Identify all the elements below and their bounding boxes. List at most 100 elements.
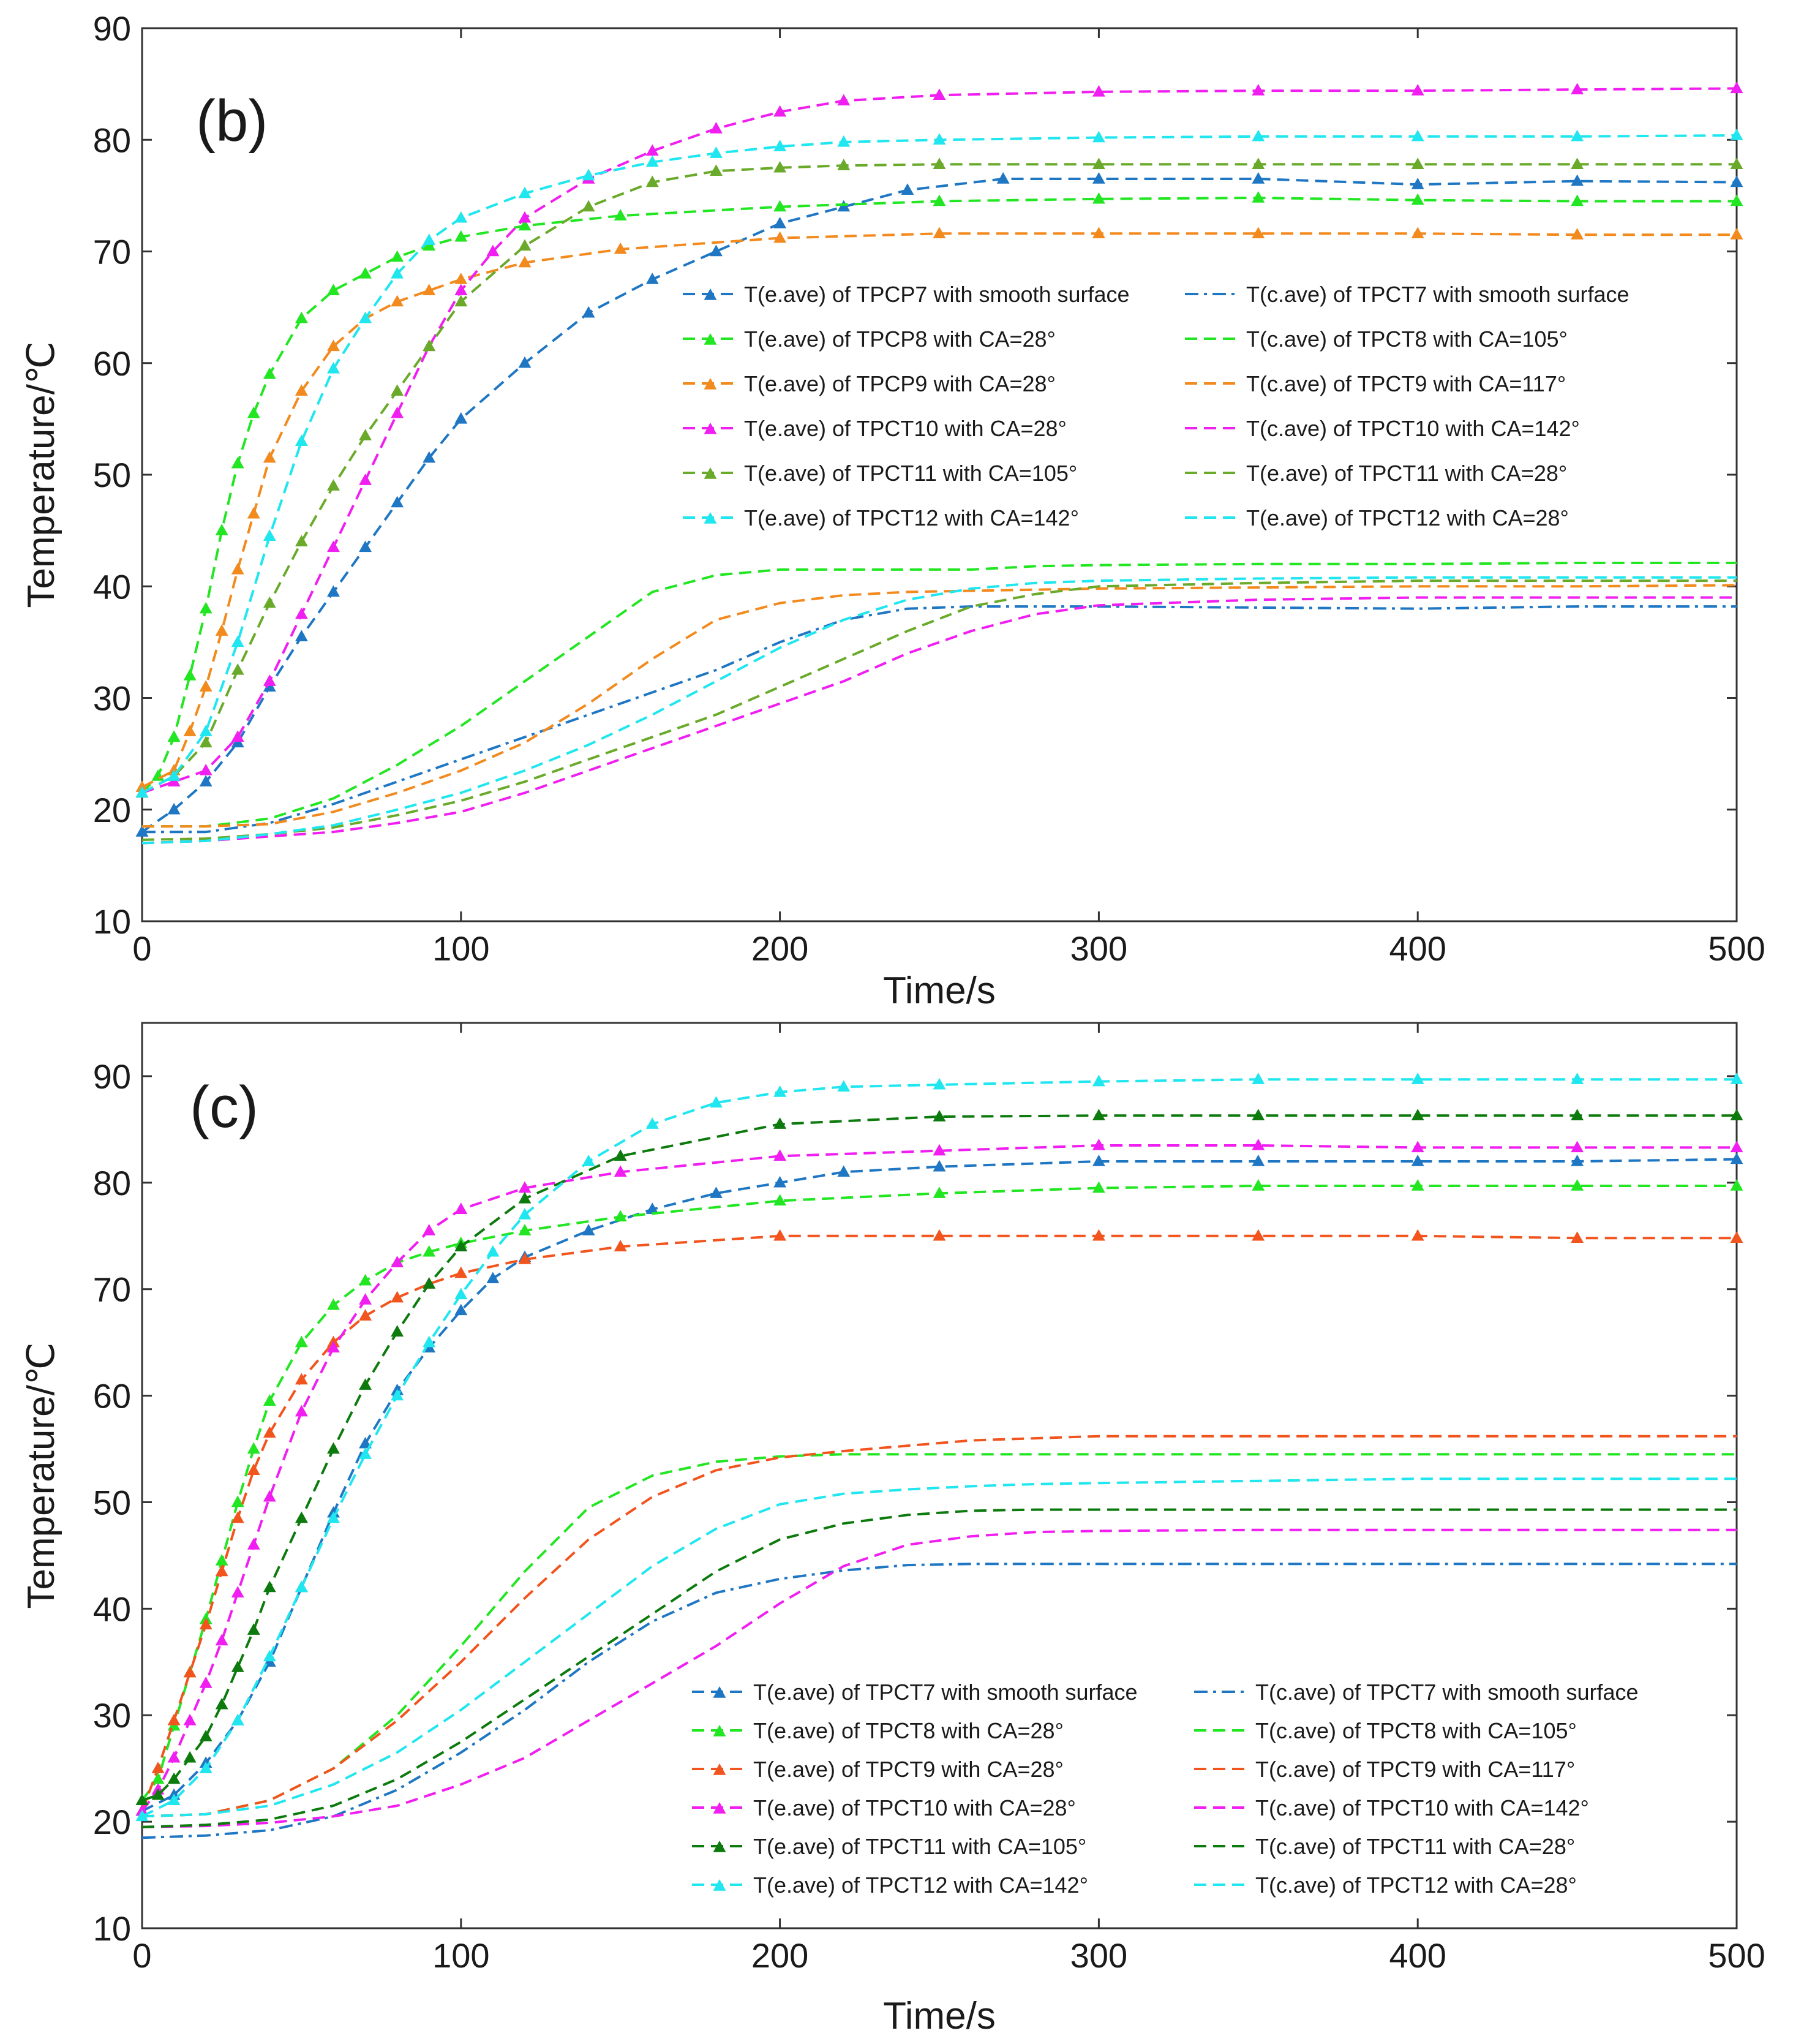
y-tick-label: 80 bbox=[93, 1164, 131, 1202]
data-point bbox=[996, 172, 1010, 184]
data-point bbox=[359, 311, 372, 323]
data-point bbox=[518, 255, 532, 268]
legend-label: T(e.ave) of TPCT12 with CA=142° bbox=[744, 505, 1079, 530]
data-point bbox=[645, 175, 659, 187]
data-point bbox=[327, 540, 340, 552]
x-tick-label: 0 bbox=[132, 1936, 151, 1975]
data-point bbox=[454, 1266, 468, 1278]
data-point bbox=[454, 230, 468, 242]
legend-label: T(c.ave) of TPCT10 with CA=142° bbox=[1255, 1795, 1589, 1820]
y-tick-label: 10 bbox=[93, 902, 131, 941]
data-point bbox=[247, 1442, 260, 1454]
series-10 bbox=[141, 1508, 1737, 1828]
series-7 bbox=[135, 1138, 1743, 1816]
data-point bbox=[1252, 227, 1265, 239]
y-axis-title: Temperature/℃ bbox=[20, 1343, 62, 1609]
data-point bbox=[199, 1618, 212, 1630]
data-point bbox=[327, 1298, 340, 1310]
data-point bbox=[359, 1378, 372, 1390]
data-point bbox=[391, 295, 404, 307]
data-point bbox=[1411, 129, 1424, 141]
series-6 bbox=[142, 584, 1737, 828]
data-point bbox=[1571, 228, 1584, 239]
data-point bbox=[359, 1273, 372, 1286]
legend-label: T(e.ave) of TPCT8 with CA=28° bbox=[753, 1718, 1064, 1743]
data-point bbox=[1092, 130, 1105, 143]
legend-item: T(c.ave) of TPCT10 with CA=142° bbox=[1185, 416, 1580, 441]
data-point bbox=[327, 361, 340, 374]
data-point bbox=[1252, 129, 1265, 141]
legend-swatch-marker bbox=[704, 423, 717, 434]
legend-item: T(c.ave) of TPCT7 with smooth surface bbox=[1194, 1680, 1639, 1705]
series-line bbox=[141, 1528, 1737, 1828]
y-tick-label: 60 bbox=[93, 344, 131, 383]
series-9 bbox=[135, 1109, 1743, 1806]
data-point bbox=[1730, 81, 1743, 94]
data-point bbox=[773, 1229, 787, 1241]
data-point bbox=[582, 200, 595, 212]
data-point bbox=[773, 216, 787, 228]
data-point bbox=[518, 1224, 532, 1235]
data-point bbox=[1411, 1179, 1424, 1191]
data-point bbox=[1092, 172, 1105, 184]
series-2 bbox=[141, 1563, 1737, 1839]
data-point bbox=[645, 1202, 659, 1214]
data-point bbox=[1571, 174, 1584, 186]
data-point bbox=[1252, 172, 1265, 184]
data-point bbox=[327, 1511, 340, 1523]
series-line bbox=[141, 197, 1737, 794]
data-point bbox=[247, 1538, 260, 1550]
data-point bbox=[295, 384, 308, 396]
y-tick-label: 70 bbox=[93, 233, 131, 271]
data-point bbox=[359, 1436, 372, 1449]
data-point bbox=[1411, 157, 1424, 170]
series-layer bbox=[135, 1073, 1743, 1839]
data-point bbox=[933, 88, 946, 100]
data-point bbox=[391, 496, 404, 508]
data-point bbox=[231, 663, 244, 675]
x-tick-label: 500 bbox=[1708, 1936, 1765, 1975]
data-point bbox=[151, 1772, 165, 1784]
data-point bbox=[247, 1463, 260, 1476]
y-tick-label: 70 bbox=[93, 1270, 131, 1309]
data-point bbox=[1730, 175, 1743, 187]
data-point bbox=[151, 1762, 165, 1773]
data-point bbox=[295, 1511, 308, 1523]
x-tick-label: 0 bbox=[132, 929, 151, 968]
data-point bbox=[773, 140, 787, 151]
data-point bbox=[1411, 1141, 1424, 1153]
data-point bbox=[1252, 1073, 1265, 1084]
data-point bbox=[1571, 83, 1584, 94]
data-point bbox=[359, 1309, 372, 1321]
x-tick-label: 400 bbox=[1389, 929, 1446, 968]
data-point bbox=[215, 1564, 228, 1577]
data-point bbox=[1571, 1155, 1584, 1166]
legend: T(e.ave) of TPCP7 with smooth surface T(c… bbox=[683, 282, 1629, 530]
panel-label: (c) bbox=[190, 1074, 258, 1140]
data-point bbox=[391, 1389, 404, 1401]
data-point bbox=[1730, 1152, 1743, 1164]
data-point bbox=[709, 1186, 723, 1198]
series-8 bbox=[141, 1528, 1737, 1828]
data-point bbox=[518, 239, 532, 251]
data-point bbox=[709, 244, 723, 257]
data-point bbox=[1092, 227, 1105, 239]
data-point bbox=[263, 451, 276, 463]
series-line bbox=[142, 562, 1737, 828]
data-point bbox=[295, 607, 308, 619]
legend-item: T(c.ave) of TPCT9 with CA=117° bbox=[1185, 371, 1566, 396]
legend-item: T(c.ave) of TPCT10 with CA=142° bbox=[1194, 1795, 1589, 1820]
legend-label: T(c.ave) of TPCT9 with CA=117° bbox=[1255, 1757, 1575, 1782]
series-line bbox=[141, 596, 1737, 845]
data-point bbox=[423, 339, 436, 352]
data-point bbox=[151, 1788, 165, 1800]
series-2 bbox=[142, 605, 1737, 834]
data-point bbox=[263, 1394, 276, 1406]
legend-swatch-marker bbox=[704, 467, 717, 479]
data-point bbox=[183, 725, 197, 736]
data-point bbox=[837, 135, 851, 147]
series-line bbox=[141, 1435, 1737, 1818]
data-point bbox=[231, 1713, 244, 1725]
data-point bbox=[135, 786, 149, 798]
